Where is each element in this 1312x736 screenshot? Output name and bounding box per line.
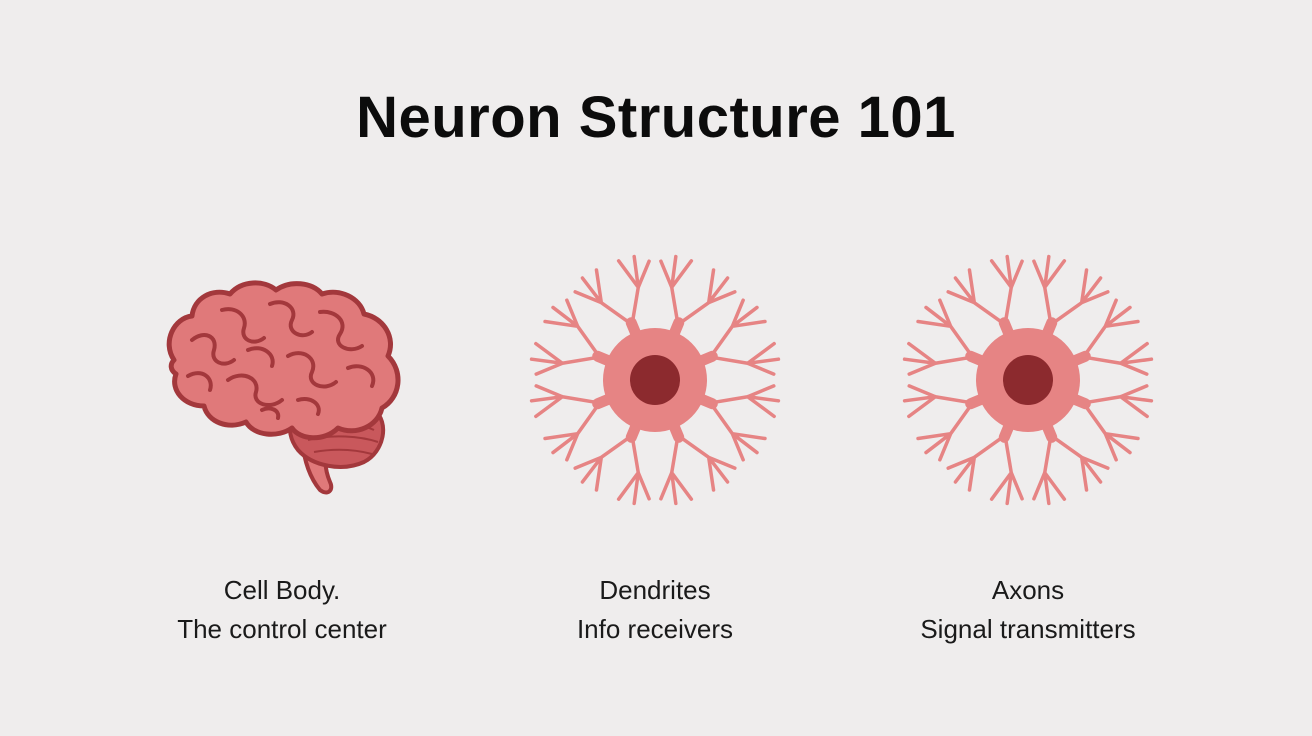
cell-body-subtitle: The control center xyxy=(177,614,387,644)
neuron-icon xyxy=(525,250,785,510)
neuron-icon xyxy=(898,250,1158,510)
axons-subtitle: Signal transmitters xyxy=(920,614,1136,644)
brain-icon xyxy=(152,250,412,510)
panel-cell-body: Cell Body. The control center xyxy=(132,250,432,650)
axons-heading: Axons xyxy=(991,575,1065,605)
page-title: Neuron Structure 101 xyxy=(356,85,956,150)
panel-axons: Axons Signal transmitters xyxy=(878,250,1178,650)
dendrites-subtitle: Info receivers xyxy=(576,614,734,644)
panel-dendrites: Dendrites Info receivers xyxy=(505,250,805,650)
dendrites-heading: Dendrites xyxy=(599,575,711,605)
cell-body-heading: Cell Body. xyxy=(223,575,341,605)
